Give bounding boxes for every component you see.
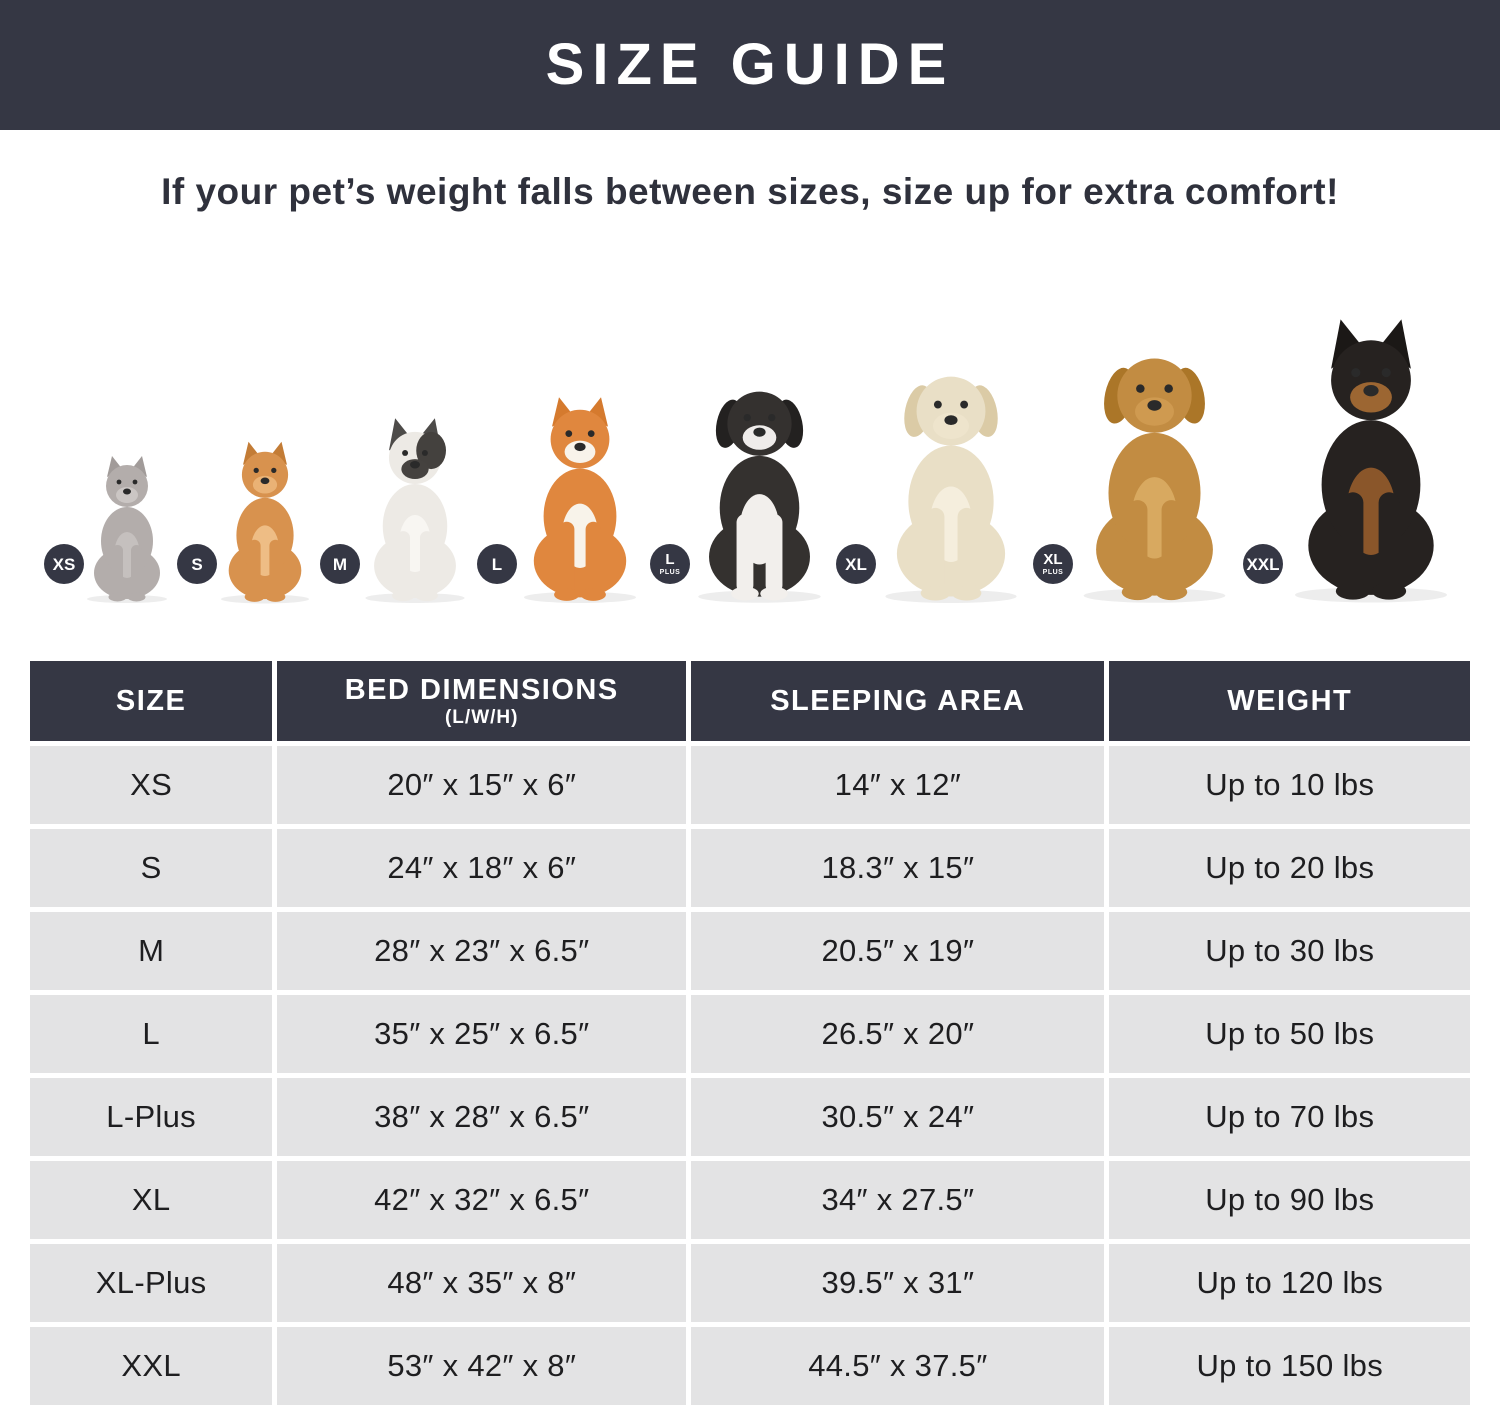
size-badge-sublabel: PLUS (1042, 569, 1064, 577)
size-table-row: XL-Plus 48″ x 35″ x 8″ 39.5″ x 31″ Up to… (30, 1244, 1470, 1323)
size-badge-s: S (177, 544, 217, 585)
col-header-sleeping-area-label: SLEEPING AREA (770, 685, 1026, 718)
shiba-inu-group: L (477, 392, 650, 604)
col-header-weight-label: WEIGHT (1227, 685, 1353, 718)
size-table-body: XS 20″ x 15″ x 6″ 14″ x 12″ Up to 10 lbs… (30, 746, 1470, 1406)
cell-size: M (30, 912, 273, 991)
cell-weight: Up to 90 lbs (1109, 1161, 1470, 1240)
size-guide-banner: SIZE GUIDE (0, 0, 1500, 130)
shiba-inu-photo (510, 392, 650, 604)
cell-bed-dimensions: 42″ x 32″ x 6.5″ (277, 1161, 687, 1240)
french-bulldog-group: M (320, 416, 477, 604)
cell-size: XL-Plus (30, 1244, 273, 1323)
col-header-size-label: SIZE (115, 685, 187, 718)
cell-size: L (30, 995, 273, 1074)
border-collie-photo (683, 372, 836, 604)
size-badge-label: L (491, 554, 503, 574)
size-badge-sublabel: PLUS (659, 569, 681, 577)
size-badge-label: L (665, 551, 675, 569)
cell-sleeping-area: 14″ x 12″ (691, 746, 1105, 825)
size-badge-xl-plus: XL PLUS (1033, 544, 1073, 585)
cell-weight: Up to 10 lbs (1109, 746, 1470, 825)
doberman-photo (1276, 316, 1466, 604)
golden-retriever-photo (1066, 336, 1243, 604)
size-badge-label: XS (52, 554, 76, 574)
cell-bed-dimensions: 24″ x 18″ x 6″ (277, 829, 687, 908)
size-badge-label: M (332, 554, 348, 574)
cell-weight: Up to 150 lbs (1109, 1327, 1470, 1406)
size-badge-l: L (477, 544, 517, 585)
pomeranian-photo (210, 438, 320, 604)
size-badge-l-plus: L PLUS (650, 544, 690, 585)
col-header-size: SIZE (30, 661, 273, 742)
size-table-row: XL 42″ x 32″ x 6.5″ 34″ x 27.5″ Up to 90… (30, 1161, 1470, 1240)
labrador-photo (869, 356, 1033, 604)
size-badge-label: XXL (1246, 554, 1280, 574)
cell-size: L-Plus (30, 1078, 273, 1157)
pomeranian-group: S (177, 438, 320, 604)
size-badge-label: S (191, 554, 203, 574)
cell-size: XS (30, 746, 273, 825)
cell-bed-dimensions: 35″ x 25″ x 6.5″ (277, 995, 687, 1074)
cell-sleeping-area: 26.5″ x 20″ (691, 995, 1105, 1074)
col-header-sleeping-area: SLEEPING AREA (691, 661, 1105, 742)
cell-sleeping-area: 18.3″ x 15″ (691, 829, 1105, 908)
labrador-group: XL (836, 356, 1033, 604)
page-title: SIZE GUIDE (545, 32, 955, 97)
cell-bed-dimensions: 38″ x 28″ x 6.5″ (277, 1078, 687, 1157)
size-badge-m: M (320, 544, 360, 585)
size-table-row: L-Plus 38″ x 28″ x 6.5″ 30.5″ x 24″ Up t… (30, 1078, 1470, 1157)
cell-size: XL (30, 1161, 273, 1240)
cell-bed-dimensions: 53″ x 42″ x 8″ (277, 1327, 687, 1406)
cell-bed-dimensions: 20″ x 15″ x 6″ (277, 746, 687, 825)
cell-weight: Up to 20 lbs (1109, 829, 1470, 908)
size-badge-label: XL (845, 554, 867, 574)
cell-weight: Up to 50 lbs (1109, 995, 1470, 1074)
size-badge-xl: XL (836, 544, 876, 585)
size-table-row: XXL 53″ x 42″ x 8″ 44.5″ x 37.5″ Up to 1… (30, 1327, 1470, 1406)
cell-size: S (30, 829, 273, 908)
subtitle: If your pet’s weight falls between sizes… (161, 171, 1339, 212)
french-bulldog-photo (353, 416, 477, 604)
size-table-header-row: SIZE BED DIMENSIONS (L/W/H) SLEEPING ARE… (30, 661, 1470, 742)
cell-weight: Up to 120 lbs (1109, 1244, 1470, 1323)
doberman-group: XXL (1243, 316, 1466, 604)
cell-weight: Up to 30 lbs (1109, 912, 1470, 991)
cell-sleeping-area: 30.5″ x 24″ (691, 1078, 1105, 1157)
cell-bed-dimensions: 48″ x 35″ x 8″ (277, 1244, 687, 1323)
size-table-row: S 24″ x 18″ x 6″ 18.3″ x 15″ Up to 20 lb… (30, 829, 1470, 908)
cat-photo (77, 452, 177, 604)
size-badge-label: XL (1043, 551, 1063, 569)
cell-bed-dimensions: 28″ x 23″ x 6.5″ (277, 912, 687, 991)
size-table-row: XS 20″ x 15″ x 6″ 14″ x 12″ Up to 10 lbs (30, 746, 1470, 825)
golden-retriever-group: XL PLUS (1033, 336, 1243, 604)
size-badge-xxl: XXL (1243, 544, 1283, 585)
col-header-bed-dimensions: BED DIMENSIONS (L/W/H) (277, 661, 687, 742)
col-header-bed-dimensions-label: BED DIMENSIONS (344, 674, 619, 707)
cell-weight: Up to 70 lbs (1109, 1078, 1470, 1157)
size-badge-xs: XS (44, 544, 84, 585)
col-header-weight: WEIGHT (1109, 661, 1470, 742)
size-table-row: L 35″ x 25″ x 6.5″ 26.5″ x 20″ Up to 50 … (30, 995, 1470, 1074)
cell-sleeping-area: 44.5″ x 37.5″ (691, 1327, 1105, 1406)
cell-size: XXL (30, 1327, 273, 1406)
cell-sleeping-area: 34″ x 27.5″ (691, 1161, 1105, 1240)
border-collie-group: L PLUS (650, 372, 836, 604)
cell-sleeping-area: 20.5″ x 19″ (691, 912, 1105, 991)
animal-size-row: XS S (0, 272, 1500, 604)
col-header-bed-dimensions-sublabel: (L/W/H) (444, 706, 519, 728)
size-table: SIZE BED DIMENSIONS (L/W/H) SLEEPING ARE… (25, 656, 1475, 1410)
cell-sleeping-area: 39.5″ x 31″ (691, 1244, 1105, 1323)
size-table-row: M 28″ x 23″ x 6.5″ 20.5″ x 19″ Up to 30 … (30, 912, 1470, 991)
size-table-head: SIZE BED DIMENSIONS (L/W/H) SLEEPING ARE… (30, 661, 1470, 742)
cat-group: XS (44, 452, 177, 604)
